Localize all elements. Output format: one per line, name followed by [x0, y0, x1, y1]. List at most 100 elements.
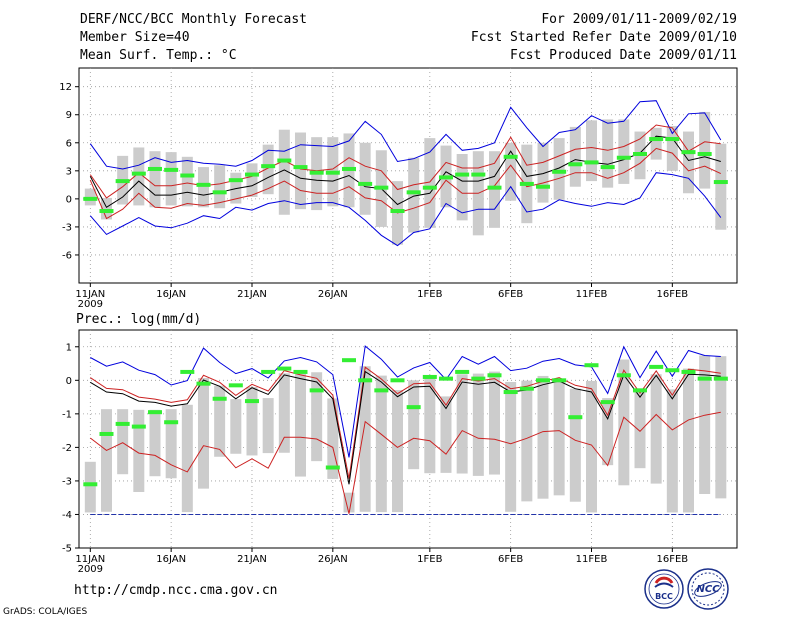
temp-y-tick-label: -6	[62, 250, 72, 261]
prec-outer-upper-line	[90, 345, 721, 458]
prec-y-tick-label: 1	[66, 342, 72, 353]
prec-spread-bar	[424, 375, 436, 474]
prec-spread-bar	[133, 409, 145, 492]
prec-plot-frame	[78, 329, 738, 549]
temp-observation-mark	[99, 209, 114, 214]
prec-observation-mark	[309, 388, 324, 393]
temp-inner-upper-line	[89, 124, 721, 199]
temp-observation-mark	[616, 155, 631, 160]
temp-y-tick-label: 12	[59, 82, 72, 93]
temp-spread-bar	[165, 152, 177, 206]
prec-spread-bar	[537, 375, 549, 499]
temp-observation-mark	[552, 169, 567, 174]
prec-observation-mark	[665, 368, 680, 373]
prec-observation-mark	[471, 376, 486, 381]
temp-spread-bar	[699, 111, 711, 189]
temp-observation-mark	[83, 196, 98, 201]
prec-spread-bar	[634, 388, 646, 469]
prec-observation-mark	[649, 364, 664, 369]
prec-observation-mark	[632, 388, 647, 393]
temp-outer-lower-line	[89, 172, 722, 247]
prec-y-tick-label: 0	[66, 376, 72, 387]
prec-observation-mark	[212, 396, 227, 401]
temp-observation-mark	[632, 152, 647, 156]
prec-spread-bar	[197, 377, 209, 489]
temp-observation-mark	[455, 172, 470, 177]
temp-spread-bar	[456, 154, 468, 221]
temp-spread-bar	[408, 157, 420, 233]
prec-observation-mark	[487, 373, 502, 378]
prec-spread-bar	[375, 375, 387, 513]
prec-spread-bar	[440, 396, 452, 473]
temp-spread-bar	[666, 125, 678, 171]
temp-observation-mark	[244, 172, 259, 177]
temp-observation-mark	[649, 137, 664, 142]
prec-observation-mark	[713, 376, 728, 381]
prec-spread-bar	[488, 371, 500, 475]
temp-x-tick-label: 11FEB	[576, 289, 608, 300]
prec-median-line	[90, 370, 721, 485]
prec-observation-mark	[503, 390, 518, 395]
temp-spread-bar	[262, 144, 274, 195]
header-title: DERF/NCC/BCC Monthly Forecast	[80, 12, 307, 27]
temp-x-tick-label: 6FEB	[498, 289, 523, 300]
prec-spread-bar	[391, 390, 403, 513]
prec-inner-lower-line	[89, 411, 721, 514]
prec-x-tick-label: 6FEB	[498, 554, 523, 565]
prec-observation-mark	[325, 465, 340, 470]
temp-observation-mark	[681, 150, 696, 155]
temp-spread-bar	[683, 131, 694, 194]
temp-observation-mark	[115, 179, 130, 184]
prec-spread-bar	[602, 398, 614, 466]
precip-panel-label: Prec.: log(mm/d)	[76, 312, 201, 327]
ncc-logo-text: NCC	[696, 584, 720, 595]
prec-observation-mark	[584, 363, 599, 368]
temp-observation-mark	[535, 184, 550, 189]
temp-observation-mark	[196, 182, 211, 187]
temp-spread-bar	[133, 147, 145, 206]
prec-x-tick-label: 16JAN	[156, 554, 186, 565]
prec-spread-bar	[181, 404, 193, 513]
prec-observation-mark	[341, 358, 356, 363]
prec-observation-mark	[390, 378, 405, 383]
prec-spread-bar	[359, 366, 371, 512]
temp-observation-mark	[568, 162, 583, 167]
prec-observation-mark	[535, 378, 550, 383]
prec-spread-bar	[294, 373, 306, 477]
prec-observation-mark	[261, 369, 276, 374]
temp-spread-bar	[359, 142, 371, 215]
prec-spread-bar	[618, 359, 630, 486]
temp-observation-mark	[713, 180, 728, 185]
temp-x-tick-label: 16JAN	[156, 289, 186, 300]
temperature-panel: 12 9 6 3 0 -3 -6 11JAN 16JAN 21JAN 26JAN 1FEB 6FEB 11…	[59, 67, 738, 310]
temp-spread-bar	[214, 165, 226, 209]
temp-spread-bar	[100, 197, 112, 220]
prec-spread-bar	[699, 355, 711, 495]
ncc-logo: NCC	[687, 568, 729, 610]
temp-spread-bar	[278, 129, 290, 215]
temp-observation-mark	[422, 185, 437, 190]
temp-spread-bar	[650, 127, 662, 160]
prec-observation-mark	[406, 405, 421, 410]
temp-spread-bar	[553, 138, 565, 200]
temp-observation-mark	[325, 170, 340, 175]
temp-observation-mark	[131, 171, 146, 176]
prec-observation-mark	[681, 369, 696, 374]
prec-observation-mark	[115, 421, 130, 426]
temp-spread-bar	[197, 167, 209, 208]
temp-year-label: 2009	[78, 299, 103, 310]
temp-observation-mark	[293, 165, 308, 170]
temp-observation-mark	[665, 137, 680, 142]
prec-observation-mark	[358, 378, 373, 383]
temp-observation-mark	[519, 181, 534, 186]
temp-spread-bar	[294, 132, 306, 210]
prec-observation-mark	[697, 376, 712, 381]
temp-observation-mark	[374, 185, 389, 190]
prec-spread-bar	[456, 374, 468, 474]
prec-observation-mark	[616, 373, 631, 378]
temp-observation-mark	[277, 158, 292, 163]
temp-observation-mark	[309, 170, 324, 175]
prec-observation-mark	[228, 383, 243, 388]
